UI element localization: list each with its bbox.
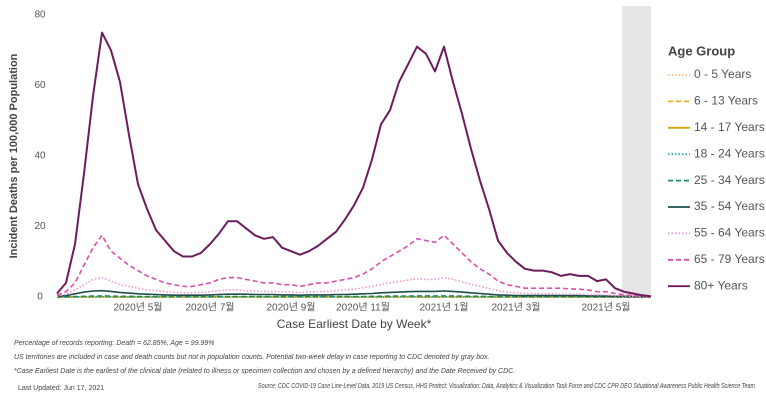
x-tick-label: 2020년 7월 xyxy=(186,302,235,314)
legend-label: 14 - 17 Years xyxy=(694,120,765,134)
x-tick-label: 2020년 11월 xyxy=(336,302,390,314)
legend-title: Age Group xyxy=(668,43,735,58)
note: Percentage of records reporting: Death =… xyxy=(14,340,215,347)
series-line xyxy=(56,31,652,298)
note: *Case Earliest Date is the earliest of t… xyxy=(14,368,515,375)
delay-shade xyxy=(622,6,651,297)
x-tick-label: 2020년 5월 xyxy=(114,302,163,314)
series-line xyxy=(56,276,652,298)
legend-label: 6 - 13 Years xyxy=(694,94,758,108)
legend-label: 55 - 64 Years xyxy=(694,226,765,240)
legend-label: 80+ Years xyxy=(694,278,748,292)
y-tick-label: 20 xyxy=(34,221,46,232)
series-line xyxy=(56,234,652,298)
x-tick-label: 2021년 3월 xyxy=(492,302,541,314)
y-tick-label: 80 xyxy=(34,10,46,21)
legend-label: 18 - 24 Years xyxy=(694,146,765,160)
x-tick-label: 2021년 5월 xyxy=(582,302,631,314)
legend-label: 0 - 5 Years xyxy=(694,67,751,81)
y-tick-label: 0 xyxy=(37,292,43,303)
x-tick-label: 2021년 1월 xyxy=(420,302,469,314)
y-axis-label: Incident Deaths per 100,000 Population xyxy=(8,53,20,258)
note: US territories are included in case and … xyxy=(14,354,490,361)
last-updated: Last Updated: Jun 17, 2021 xyxy=(18,385,104,392)
series-line xyxy=(56,295,651,298)
x-tick-label: 2020년 9월 xyxy=(267,302,316,314)
series-line xyxy=(56,289,652,298)
source: Source: CDC COVID-19 Case Line-Level Dat… xyxy=(258,383,755,390)
legend-label: 65 - 79 Years xyxy=(694,252,765,266)
legend-label: 35 - 54 Years xyxy=(694,199,765,213)
x-axis-label: Case Earliest Date by Week* xyxy=(277,317,432,331)
legend-label: 25 - 34 Years xyxy=(694,173,765,187)
y-tick-label: 60 xyxy=(34,80,46,91)
y-tick-label: 40 xyxy=(34,151,46,162)
